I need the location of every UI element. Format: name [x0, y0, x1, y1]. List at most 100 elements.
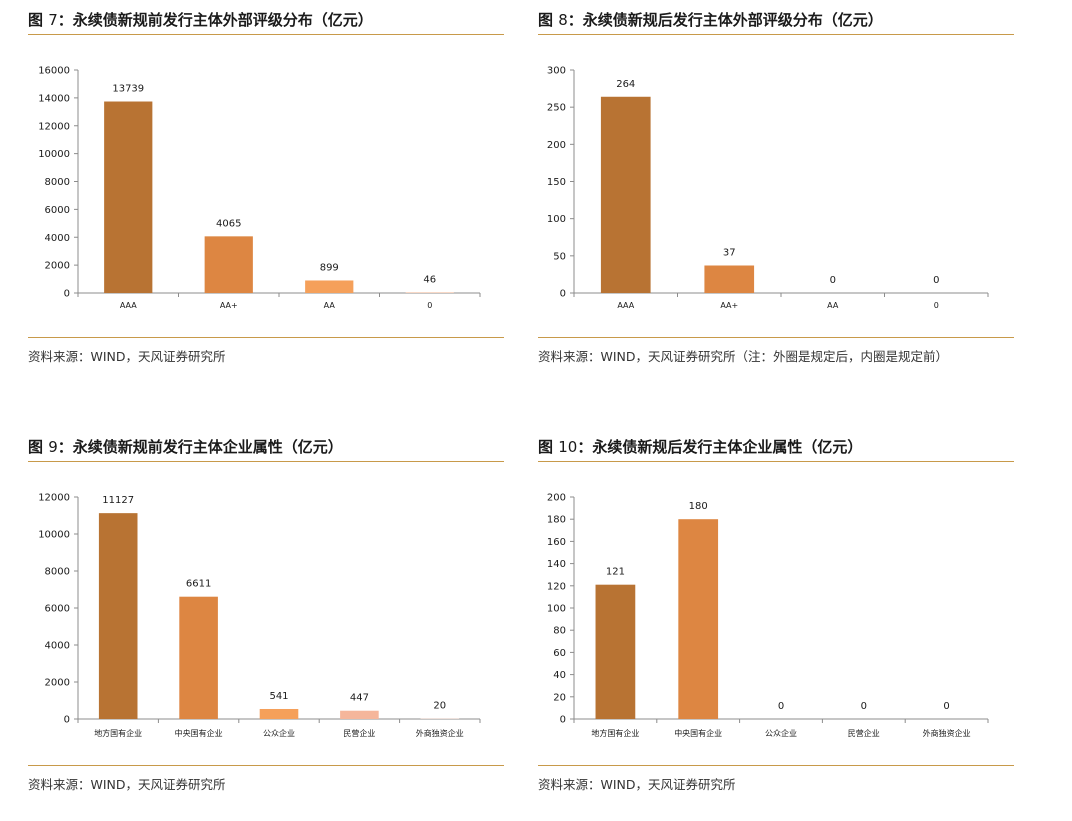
- y-tick-label: 2000: [45, 678, 70, 689]
- bar: [179, 596, 218, 719]
- chart-title: 图 8：永续债新规后发行主体外部评级分布（亿元）: [538, 10, 1014, 35]
- data-label: 46: [423, 274, 436, 285]
- y-tick-label: 4000: [45, 641, 70, 652]
- y-tick-label: 20: [553, 692, 566, 703]
- y-tick-label: 160: [547, 537, 566, 548]
- y-tick-label: 2000: [45, 261, 70, 272]
- category-label: AA+: [720, 301, 738, 310]
- y-tick-label: 8000: [45, 177, 70, 188]
- title-number: 8: [558, 11, 568, 29]
- y-tick-label: 200: [547, 493, 566, 504]
- title-prefix: 图: [538, 11, 559, 29]
- y-tick-label: 300: [547, 66, 566, 77]
- y-tick-label: 10000: [38, 149, 70, 160]
- bar-chart: 0 2000 4000 6000 8000 10000 12000 11127 地方国有企业 66…: [38, 493, 481, 738]
- bar: [104, 101, 153, 293]
- data-label: 4065: [216, 218, 241, 229]
- y-tick-label: 60: [553, 648, 566, 659]
- category-label: AA: [827, 301, 839, 310]
- data-label: 541: [269, 691, 288, 702]
- y-tick-label: 0: [560, 715, 566, 726]
- bar: [98, 513, 138, 719]
- title-prefix: 图: [538, 438, 559, 456]
- data-label: 13739: [112, 84, 144, 95]
- bar: [405, 292, 454, 293]
- y-tick-label: 100: [547, 214, 566, 225]
- data-label: 37: [723, 247, 736, 258]
- bar-chart: 0 20 40 60 80 100 120 140 160 180 200 121 地方国有企业 180 中…: [547, 493, 989, 738]
- bar: [600, 96, 651, 293]
- y-tick-label: 200: [547, 140, 566, 151]
- data-label: 0: [943, 701, 949, 712]
- y-tick-label: 50: [553, 251, 566, 262]
- y-tick-label: 10000: [38, 530, 70, 541]
- data-label: 447: [350, 693, 369, 704]
- data-label: 11127: [102, 495, 134, 506]
- category-label: 民营企业: [343, 728, 375, 738]
- category-label: 外商独资企业: [416, 728, 464, 738]
- y-tick-label: 0: [64, 289, 70, 300]
- title-number: 7: [48, 11, 58, 29]
- source-note: 资料来源：WIND，天风证券研究所: [28, 337, 504, 365]
- bar-chart: 0 2000 4000 6000 8000 10000 12000 14000 16000 137…: [38, 66, 481, 310]
- title-text: ：永续债新规后发行主体企业属性（亿元）: [577, 438, 863, 456]
- bar: [305, 280, 354, 293]
- y-tick-label: 140: [547, 559, 566, 570]
- bar-chart: 0 50 100 150 200 250 300 264 AAA 37 AA+ 0 AA 0 0: [547, 66, 989, 310]
- bar: [678, 519, 719, 719]
- title-text: ：永续债新规前发行主体外部评级分布（亿元）: [57, 11, 373, 29]
- title-number: 9: [48, 438, 58, 456]
- y-tick-label: 150: [547, 177, 566, 188]
- y-tick-label: 100: [547, 604, 566, 615]
- source-note: 资料来源：WIND，天风证券研究所: [28, 765, 504, 793]
- y-tick-label: 12000: [38, 493, 70, 504]
- category-label: 地方国有企业: [591, 728, 639, 738]
- title-prefix: 图: [28, 11, 49, 29]
- title-text: ：永续债新规后发行主体外部评级分布（亿元）: [567, 11, 883, 29]
- y-tick-label: 16000: [38, 66, 70, 77]
- y-tick-label: 12000: [38, 121, 70, 132]
- chart-title: 图 7：永续债新规前发行主体外部评级分布（亿元）: [28, 10, 504, 35]
- source-note: 资料来源：WIND，天风证券研究所（注：外圈是规定后，内圈是规定前）: [538, 337, 1014, 365]
- y-tick-label: 6000: [45, 205, 70, 216]
- category-label: 民营企业: [848, 728, 880, 738]
- category-label: 0: [934, 301, 939, 310]
- category-label: AAA: [120, 301, 137, 310]
- y-tick-label: 14000: [38, 93, 70, 104]
- category-label: 0: [427, 301, 432, 310]
- chart-title: 图 10：永续债新规后发行主体企业属性（亿元）: [538, 437, 1014, 462]
- data-label: 20: [433, 701, 446, 712]
- y-tick-label: 120: [547, 581, 566, 592]
- y-tick-label: 6000: [45, 604, 70, 615]
- bar: [204, 236, 253, 293]
- y-tick-label: 8000: [45, 567, 70, 578]
- title-number: 10: [558, 438, 578, 456]
- category-label: 公众企业: [263, 728, 295, 738]
- category-label: AA: [324, 301, 336, 310]
- category-label: 中央国有企业: [175, 728, 223, 738]
- bar: [340, 710, 379, 719]
- data-label: 0: [830, 275, 836, 286]
- data-label: 899: [320, 262, 339, 273]
- bar: [704, 265, 755, 293]
- y-tick-label: 250: [547, 103, 566, 114]
- title-text: ：永续债新规前发行主体企业属性（亿元）: [57, 438, 343, 456]
- data-label: 264: [616, 79, 635, 90]
- chart-title: 图 9：永续债新规前发行主体企业属性（亿元）: [28, 437, 504, 462]
- bar: [259, 708, 299, 719]
- source-note: 资料来源：WIND，天风证券研究所: [538, 765, 1014, 793]
- y-tick-label: 40: [553, 670, 566, 681]
- category-label: AAA: [617, 301, 634, 310]
- y-tick-label: 0: [64, 715, 70, 726]
- y-tick-label: 80: [553, 626, 566, 637]
- category-label: 公众企业: [765, 728, 797, 738]
- data-label: 6611: [186, 579, 211, 590]
- category-label: 地方国有企业: [94, 728, 142, 738]
- data-label: 0: [778, 701, 784, 712]
- category-label: 外商独资企业: [923, 728, 971, 738]
- data-label: 121: [606, 567, 625, 578]
- bar: [595, 584, 636, 719]
- data-label: 0: [861, 701, 867, 712]
- category-label: AA+: [220, 301, 238, 310]
- y-tick-label: 0: [560, 289, 566, 300]
